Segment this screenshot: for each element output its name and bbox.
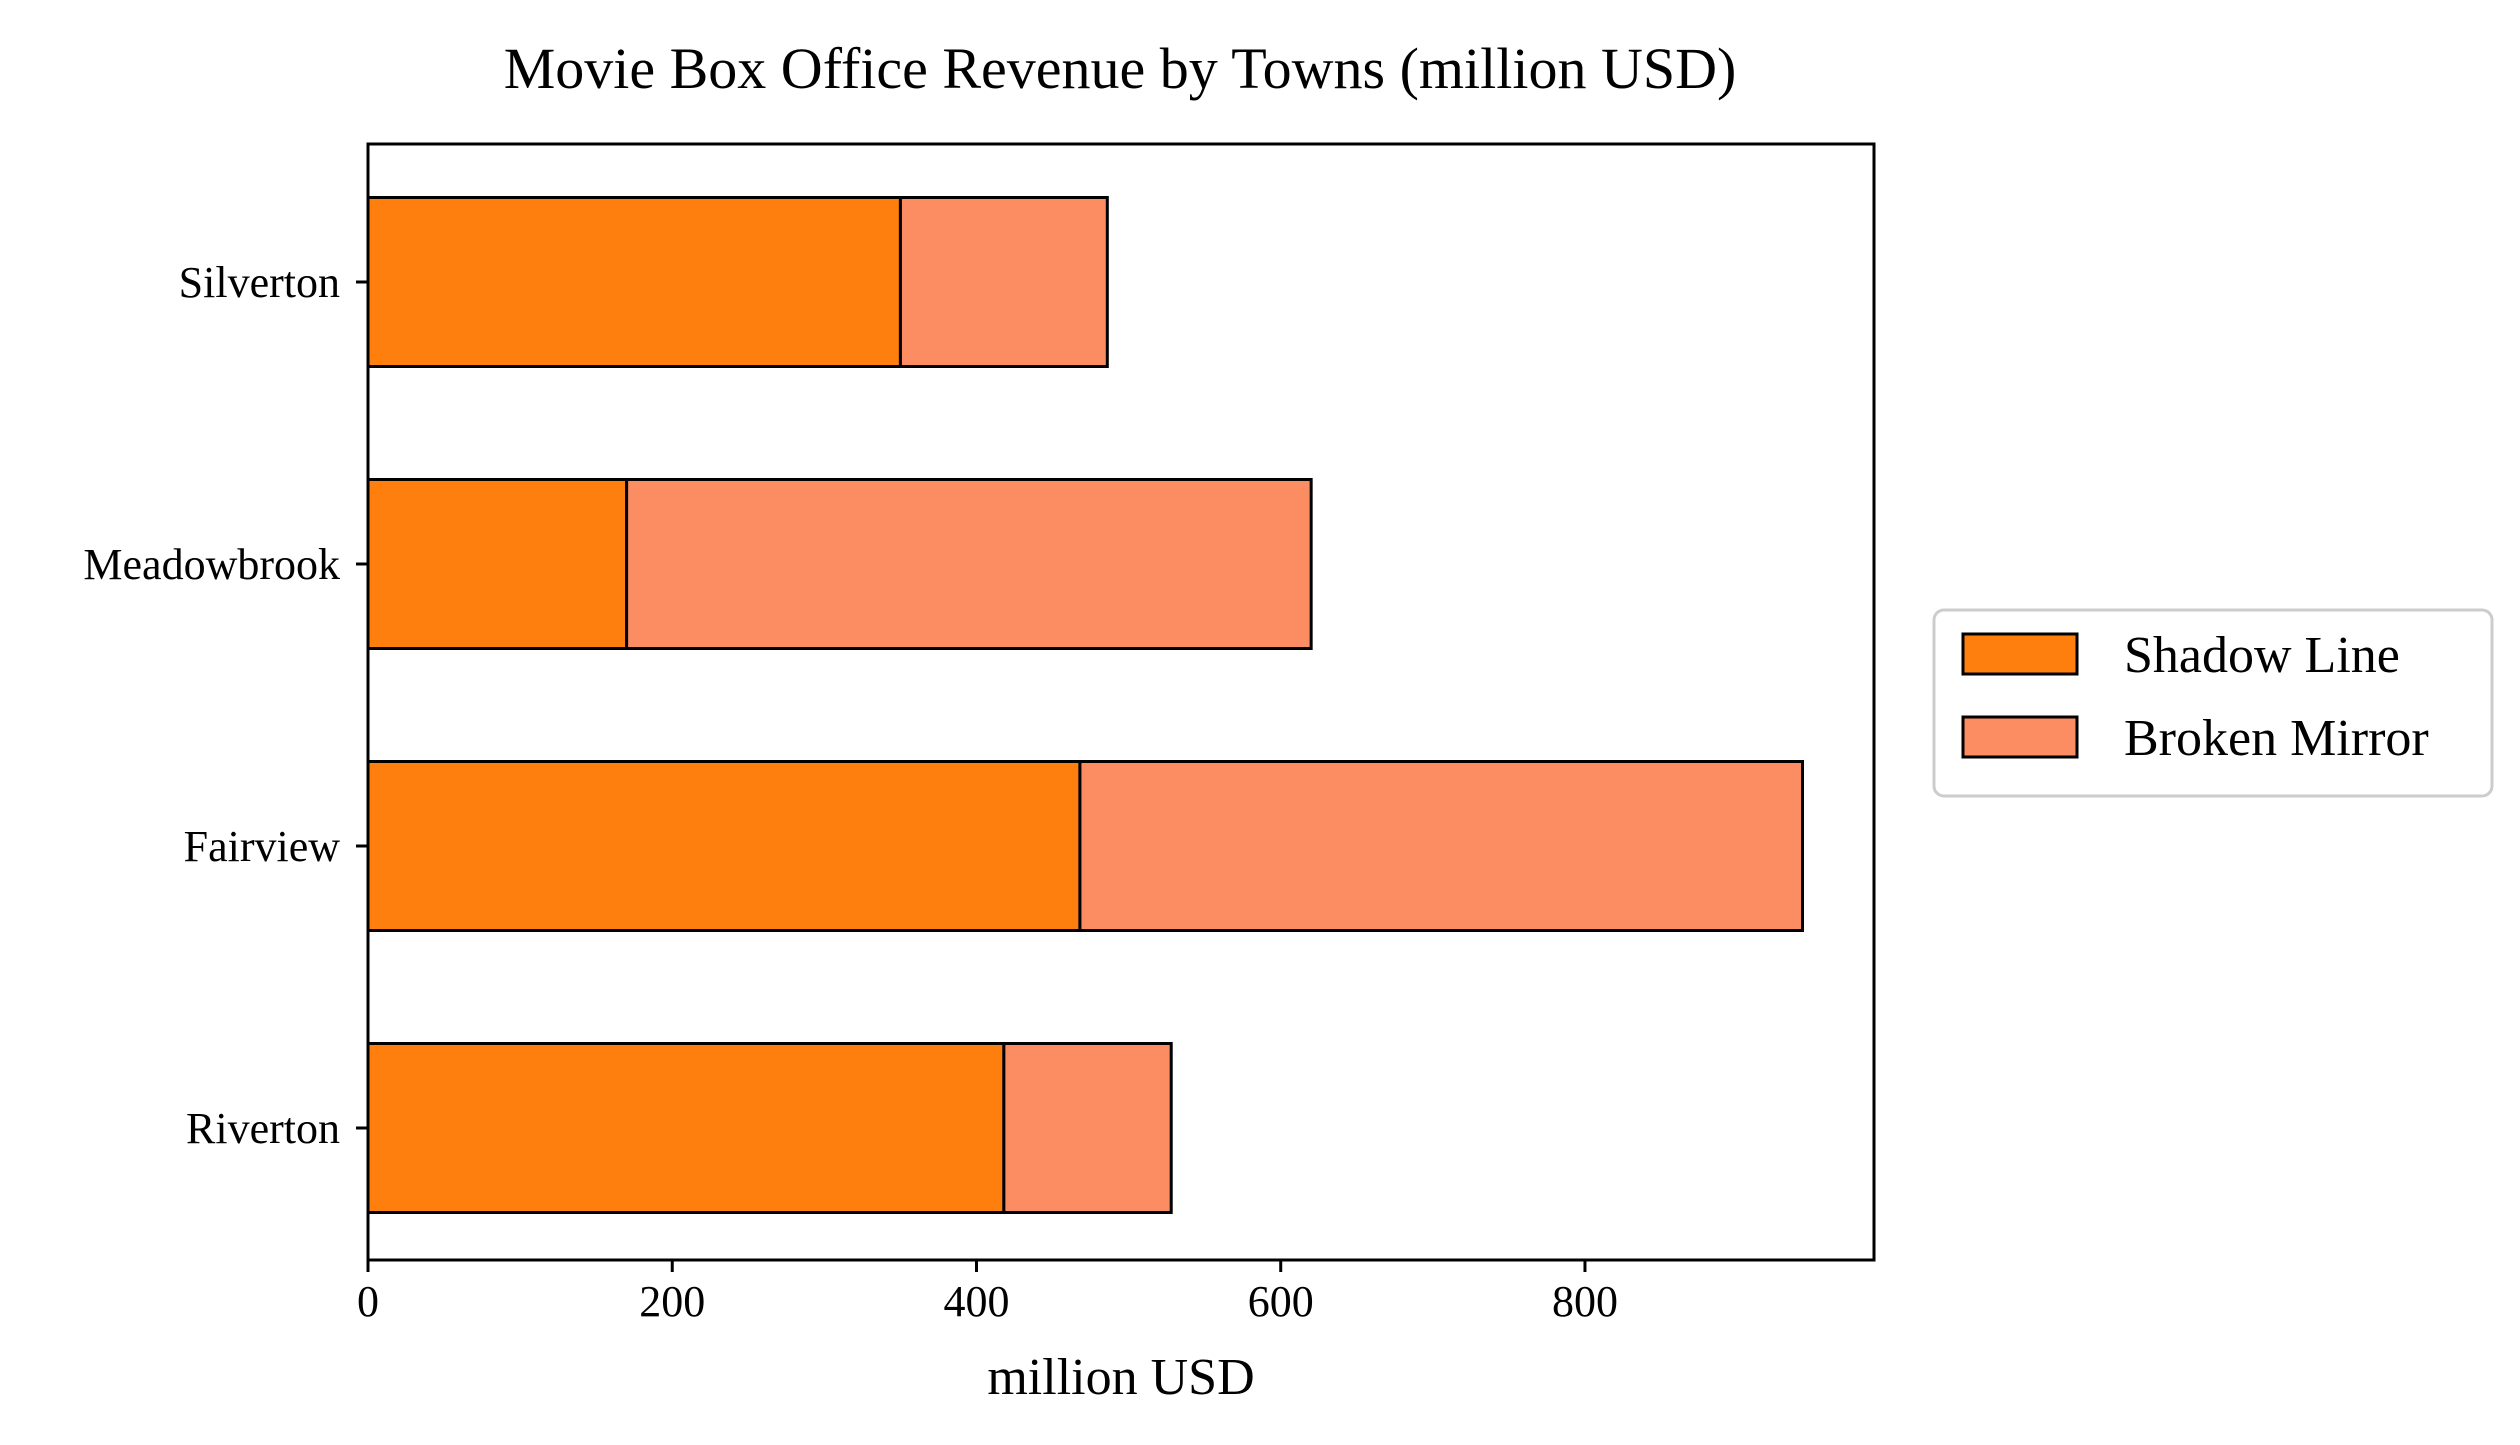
bar-shadow-line-silverton <box>366 196 902 368</box>
legend-swatch-broken-mirror <box>1961 715 2079 759</box>
bar-broken-mirror-meadowbrook <box>625 478 1313 650</box>
x-tick-label-600: 600 <box>1248 1277 1314 1326</box>
bar-broken-mirror-fairview <box>1078 760 1805 932</box>
bars-layer <box>366 196 1805 1214</box>
bar-broken-mirror-silverton <box>898 196 1109 368</box>
x-tick-label-200: 200 <box>639 1277 705 1326</box>
y-tick-label-fairview: Fairview <box>184 822 341 871</box>
bar-shadow-line-meadowbrook <box>366 478 629 650</box>
legend-label-broken-mirror: Broken Mirror <box>2124 710 2429 767</box>
bar-broken-mirror-riverton <box>1002 1042 1173 1214</box>
x-tick-label-400: 400 <box>943 1277 1009 1326</box>
y-tick-label-meadowbrook: Meadowbrook <box>83 540 340 589</box>
y-tick-label-riverton: Riverton <box>186 1104 340 1153</box>
y-tick-label-silverton: Silverton <box>179 258 340 307</box>
bar-shadow-line-fairview <box>366 760 1082 932</box>
chart-title: Movie Box Office Revenue by Towns (milli… <box>504 36 1737 101</box>
x-tick-label-0: 0 <box>357 1277 379 1326</box>
bar-shadow-line-riverton <box>366 1042 1006 1214</box>
x-axis: 0 200 400 600 800 <box>357 1260 1618 1326</box>
legend: Shadow Line Broken Mirror <box>1932 608 2494 798</box>
legend-label-shadow-line: Shadow Line <box>2124 627 2400 684</box>
plot-frame <box>366 142 1876 1262</box>
y-axis: Silverton Meadowbrook Fairview Riverton <box>83 258 368 1153</box>
x-tick-label-800: 800 <box>1552 1277 1618 1326</box>
legend-swatch-shadow-line <box>1961 632 2079 676</box>
x-axis-label: million USD <box>987 1349 1254 1406</box>
